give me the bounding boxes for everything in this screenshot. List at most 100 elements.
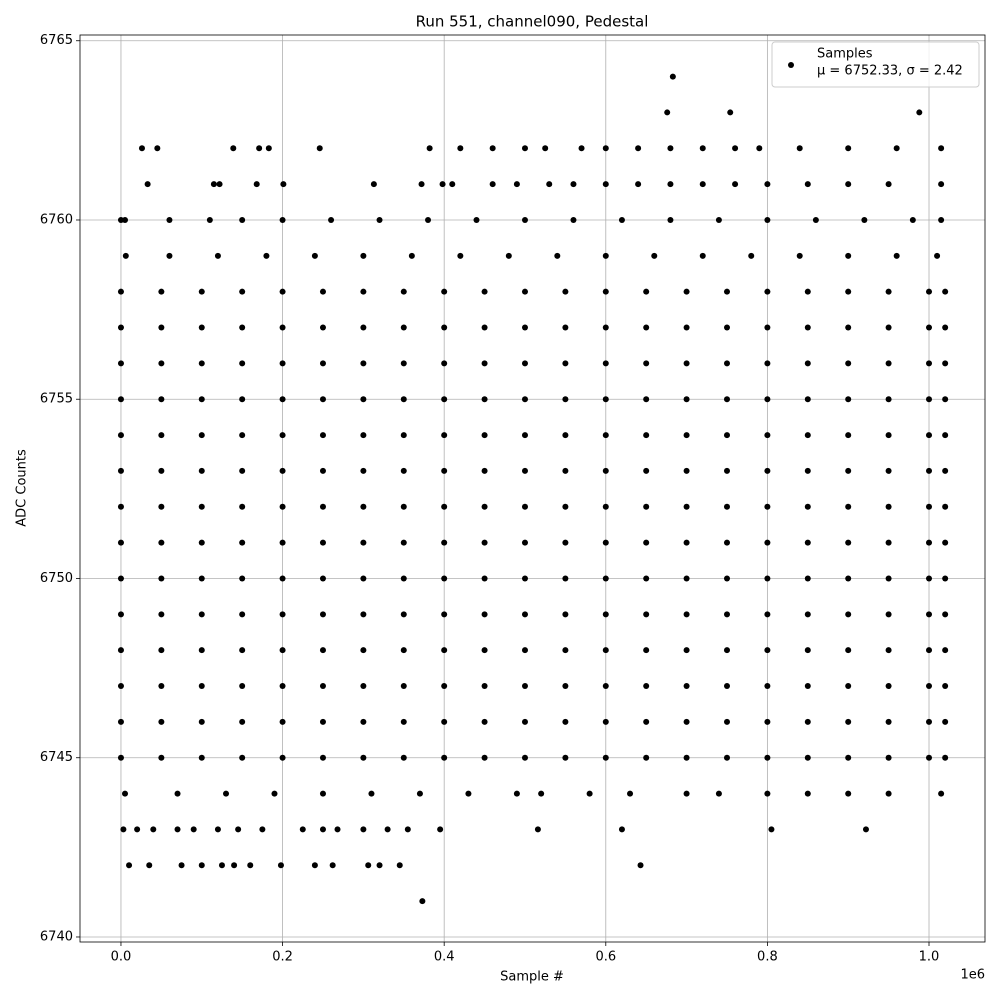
data-point [230, 145, 237, 152]
data-point [370, 181, 377, 188]
data-point [198, 467, 205, 474]
data-point [457, 252, 464, 259]
data-point [602, 754, 609, 761]
data-point [885, 754, 892, 761]
data-point [416, 790, 423, 797]
data-point [683, 683, 690, 690]
data-point [562, 683, 569, 690]
data-point [812, 216, 819, 223]
data-point [942, 754, 949, 761]
data-point [683, 754, 690, 761]
data-point [279, 432, 286, 439]
data-point [279, 467, 286, 474]
data-point [158, 324, 165, 331]
data-point [562, 539, 569, 546]
data-point [521, 467, 528, 474]
data-point [885, 718, 892, 725]
data-point [845, 718, 852, 725]
y-tick-label: 6740 [40, 929, 73, 944]
data-point [521, 539, 528, 546]
data-point [861, 216, 868, 223]
data-point [441, 539, 448, 546]
data-point [723, 324, 730, 331]
data-point [885, 288, 892, 295]
data-point [938, 181, 945, 188]
data-point [117, 718, 124, 725]
data-point [942, 360, 949, 367]
y-tick-label: 6750 [40, 571, 73, 586]
data-point [441, 718, 448, 725]
data-point [562, 324, 569, 331]
data-point [926, 432, 933, 439]
data-point [804, 647, 811, 654]
data-point [122, 252, 129, 259]
data-point [643, 467, 650, 474]
data-point [263, 252, 270, 259]
data-point [426, 145, 433, 152]
data-point [146, 862, 153, 869]
data-point [174, 790, 181, 797]
data-point [893, 145, 900, 152]
data-point [926, 324, 933, 331]
data-point [319, 467, 326, 474]
data-point [804, 575, 811, 582]
data-point [360, 432, 367, 439]
data-point [845, 790, 852, 797]
data-point [457, 145, 464, 152]
data-point [319, 288, 326, 295]
data-point [319, 360, 326, 367]
data-point [926, 611, 933, 618]
data-point [198, 683, 205, 690]
data-point [198, 647, 205, 654]
data-point [723, 718, 730, 725]
data-point [360, 288, 367, 295]
data-point [154, 145, 161, 152]
data-point [360, 360, 367, 367]
data-point [804, 324, 811, 331]
data-point [602, 575, 609, 582]
data-point [942, 575, 949, 582]
data-point [311, 862, 318, 869]
data-point [602, 288, 609, 295]
data-point [334, 826, 341, 833]
data-point [845, 683, 852, 690]
data-point [683, 432, 690, 439]
data-point [279, 718, 286, 725]
data-point [481, 432, 488, 439]
data-point [667, 145, 674, 152]
data-point [637, 862, 644, 869]
data-point [768, 826, 775, 833]
data-point [942, 683, 949, 690]
data-point [796, 252, 803, 259]
data-point [942, 396, 949, 403]
data-point [513, 790, 520, 797]
data-point [328, 216, 335, 223]
data-point [360, 826, 367, 833]
data-point [845, 647, 852, 654]
data-point [643, 324, 650, 331]
data-point [158, 575, 165, 582]
data-point [723, 683, 730, 690]
data-point [926, 718, 933, 725]
data-point [400, 324, 407, 331]
data-point [489, 145, 496, 152]
data-point [239, 647, 246, 654]
data-point [117, 611, 124, 618]
data-point [198, 503, 205, 510]
data-point [279, 288, 286, 295]
data-point [635, 181, 642, 188]
data-point [210, 181, 217, 188]
data-point [804, 683, 811, 690]
data-point [214, 252, 221, 259]
data-point [845, 396, 852, 403]
data-point [441, 683, 448, 690]
data-point [256, 145, 263, 152]
data-point [117, 647, 124, 654]
data-point [319, 790, 326, 797]
data-point [796, 145, 803, 152]
data-point [465, 790, 472, 797]
data-point [198, 360, 205, 367]
data-point [117, 575, 124, 582]
data-point [473, 216, 480, 223]
data-point [247, 862, 254, 869]
